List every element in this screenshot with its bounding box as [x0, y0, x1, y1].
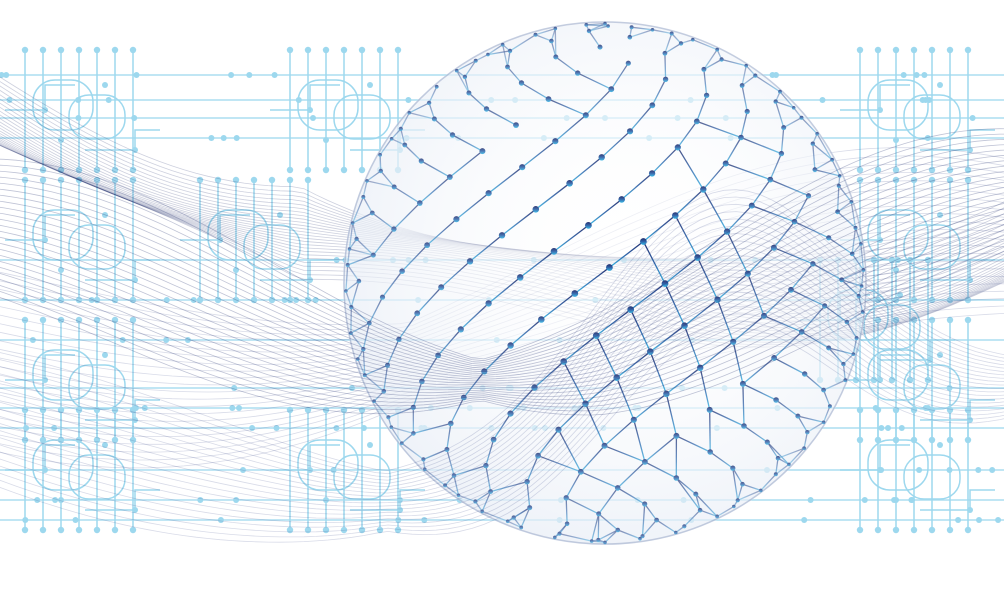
circuit-node — [271, 72, 278, 78]
circuit-node — [995, 517, 1002, 523]
circuit-node — [233, 135, 240, 141]
circuit-node — [293, 297, 300, 303]
circuit-node — [0, 72, 5, 78]
circuit-motif — [5, 406, 160, 534]
circuit-node — [975, 467, 982, 473]
circuit-node — [163, 337, 170, 343]
circuit-node — [249, 425, 256, 431]
circuit-node — [72, 517, 79, 523]
circuit-node — [34, 497, 41, 503]
circuit-motif — [180, 176, 335, 304]
circuit-node — [88, 297, 95, 303]
circuit-node — [916, 467, 923, 473]
circuit-node — [217, 517, 224, 523]
circuit-node — [900, 72, 907, 78]
circuit-node — [29, 337, 36, 343]
circuit-node — [231, 385, 238, 391]
circuit-node — [333, 425, 340, 431]
circuit-node — [273, 425, 280, 431]
circuit-node — [908, 497, 915, 503]
circuit-node — [955, 517, 962, 523]
circuit-node — [281, 297, 288, 303]
circuit-node — [919, 97, 926, 103]
circuit-node — [141, 405, 148, 411]
circuit-node — [330, 467, 337, 473]
circuit-node — [208, 135, 215, 141]
circuit-node — [236, 405, 242, 411]
circuit-node — [184, 337, 191, 343]
circuit-node — [190, 297, 197, 303]
circuit-node — [921, 72, 928, 78]
circuit-node — [163, 297, 170, 303]
circuit-node — [133, 72, 140, 78]
circuit-motif — [5, 46, 160, 174]
circuit-node — [3, 72, 10, 78]
circuit-node — [898, 425, 905, 431]
circuit-node — [396, 497, 403, 503]
circuit-node — [22, 517, 29, 523]
circuit-node — [946, 385, 953, 391]
circuit-motif — [5, 176, 160, 304]
circuit-node — [395, 517, 402, 523]
circuit-node — [246, 72, 253, 78]
circuit-node — [240, 467, 246, 473]
circuit-node — [976, 517, 982, 523]
circuit-node — [75, 115, 82, 121]
circuit-node — [312, 297, 319, 303]
circuit-node — [922, 405, 929, 411]
circuit-node — [360, 425, 367, 431]
circuit-node — [228, 72, 235, 78]
circuit-node — [310, 115, 316, 121]
network-sphere — [343, 21, 867, 545]
circuit-motif — [840, 46, 995, 174]
circuit-node — [878, 467, 885, 473]
circuit-node — [819, 97, 826, 103]
circuit-node — [23, 425, 30, 431]
wave-ribbon — [0, 189, 1004, 543]
circuit-node — [861, 497, 868, 503]
circuit-node — [891, 497, 898, 503]
circuit-node — [926, 97, 933, 103]
circuit-node — [295, 97, 302, 103]
circuit-node — [801, 517, 808, 523]
circuit-node — [233, 497, 240, 503]
circuit-node — [885, 425, 891, 431]
circuit-node — [349, 385, 355, 391]
circuit-node — [421, 517, 428, 523]
circuit-node — [946, 467, 953, 473]
circuit-node — [52, 497, 59, 503]
wave-ribbons-front — [0, 128, 1004, 543]
sphere-outline — [343, 21, 867, 545]
circuit-node — [872, 405, 879, 411]
circuit-node — [105, 97, 112, 103]
circuit-node — [131, 115, 138, 121]
circuit-node — [989, 467, 996, 473]
circuit-node — [119, 337, 126, 343]
circuit-node — [333, 257, 340, 263]
circuit-node — [969, 115, 976, 121]
circuit-node — [197, 497, 204, 503]
circuit-node — [75, 97, 82, 103]
circuit-node — [220, 135, 227, 141]
circuit-node — [913, 72, 920, 78]
circuit-node — [405, 97, 412, 103]
circuit-node — [132, 405, 139, 411]
circuit-node — [894, 257, 901, 263]
circuit-node — [773, 72, 779, 78]
circuit-node — [924, 135, 931, 141]
circuit-motif — [5, 316, 160, 444]
wave-ribbon — [0, 128, 1004, 416]
circuit-node — [807, 497, 814, 503]
circuit-node — [51, 425, 58, 431]
circuit-motif — [270, 406, 425, 534]
circuit-node — [6, 97, 13, 103]
circuit-node — [229, 405, 236, 411]
circuit-node — [878, 425, 885, 431]
